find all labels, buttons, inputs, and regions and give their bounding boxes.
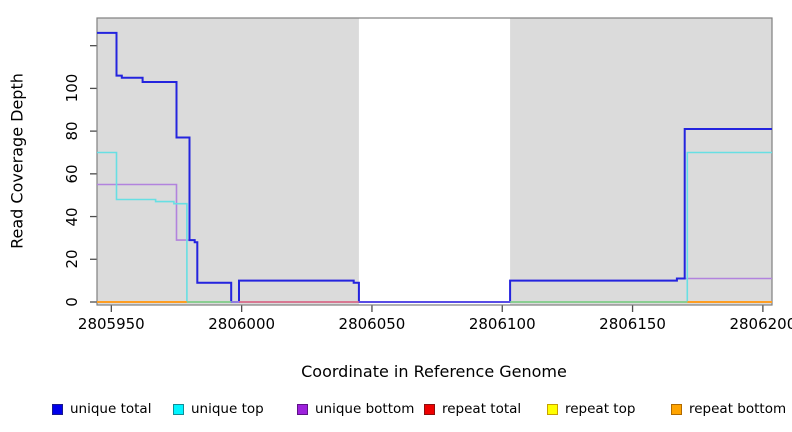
legend-label: unique bottom (315, 401, 415, 417)
legend-item-unique-total: unique total (52, 401, 151, 417)
legend-swatch-icon (173, 403, 184, 415)
x-tick-label: 2806050 (338, 315, 406, 333)
x-tick-label: 2806150 (599, 315, 666, 333)
x-axis-title: Coordinate in Reference Genome (301, 362, 567, 381)
y-tick-label: 20 (63, 249, 81, 269)
x-tick-label: 2806200 (729, 315, 792, 333)
series-line-unique-total (97, 31, 772, 303)
series-line-unique-top (97, 151, 772, 303)
y-axis-title: Read Coverage Depth (7, 73, 27, 249)
legend-swatch-icon (297, 403, 308, 415)
legend-label: repeat top (565, 401, 636, 417)
legend-item-unique-bottom: unique bottom (297, 401, 414, 417)
legend-label: repeat bottom (689, 401, 787, 417)
legend-label: unique top (191, 401, 264, 417)
y-tick-label: 0 (63, 297, 81, 307)
shaded-coverage-region (510, 18, 772, 305)
y-tick-label: 60 (63, 164, 81, 184)
x-tick-label: 2806000 (208, 315, 276, 333)
y-tick-label: 100 (63, 74, 81, 103)
legend-item-repeat-total: repeat total (424, 401, 521, 417)
x-tick-label: 2806100 (468, 315, 536, 333)
legend-swatch-icon (671, 403, 682, 415)
legend-label: unique total (70, 401, 152, 417)
legend-item-unique-top: unique top (173, 401, 264, 417)
legend-item-repeat-top: repeat top (547, 401, 635, 417)
legend-swatch-icon (424, 403, 435, 415)
y-tick-label: 40 (63, 207, 81, 227)
legend-item-repeat-bottom: repeat bottom (671, 401, 786, 417)
y-tick-label: 80 (63, 121, 81, 141)
legend-swatch-icon (547, 403, 558, 415)
plot-box (96, 17, 773, 306)
x-tick-label: 2805950 (77, 315, 145, 333)
shaded-coverage-region (97, 18, 359, 305)
legend-label: repeat total (442, 401, 522, 417)
legend-swatch-icon (52, 403, 63, 415)
